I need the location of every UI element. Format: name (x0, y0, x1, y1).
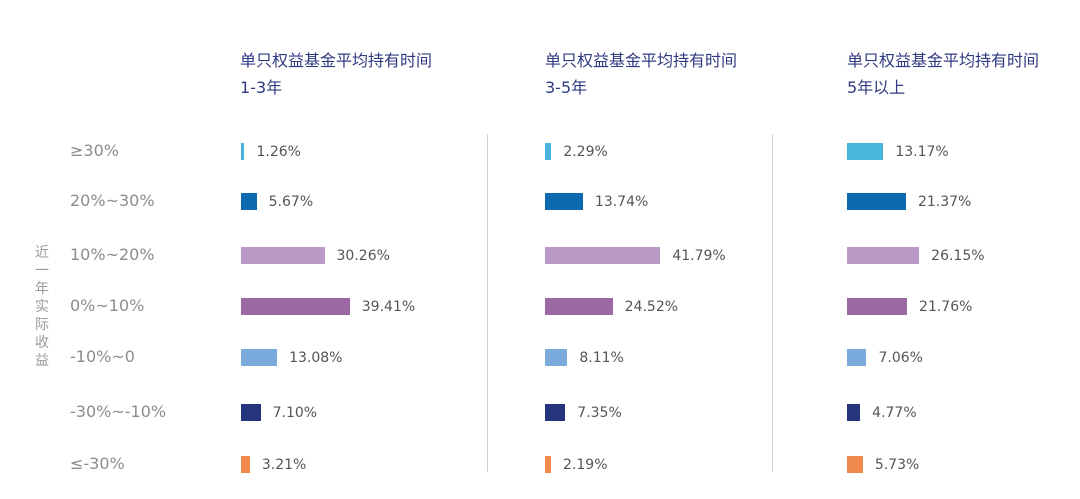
panel-subtitle: 5年以上 (847, 78, 906, 97)
data-label: 7.35% (577, 405, 622, 421)
bar (847, 348, 867, 366)
y-axis-label-char: 一 (35, 263, 49, 279)
bar (241, 297, 350, 315)
bar (847, 297, 908, 315)
bar (847, 455, 863, 473)
data-label: 1.26% (256, 144, 301, 160)
y-axis-label: 近一年实际收益 (34, 244, 50, 370)
category-label: 20%~30% (70, 191, 155, 210)
data-label: 2.29% (563, 144, 608, 160)
y-axis-label-char: 近 (35, 245, 49, 261)
bar (545, 246, 661, 264)
bar (241, 142, 245, 160)
bar (847, 246, 920, 264)
bar (545, 192, 583, 210)
bar (241, 192, 257, 210)
panel-subtitle: 1-3年 (240, 78, 283, 97)
bar (241, 246, 325, 264)
y-axis-label-char: 年 (35, 281, 49, 297)
data-label: 24.52% (624, 299, 679, 315)
bar (545, 455, 552, 473)
data-label: 5.73% (874, 457, 920, 473)
data-label: 39.41% (361, 299, 416, 315)
data-label: 13.17% (895, 144, 949, 160)
bar (545, 142, 552, 160)
panel-divider (487, 134, 488, 472)
data-label: 26.15% (931, 248, 985, 264)
y-axis-label-char: 益 (35, 353, 49, 369)
data-label: 7.10% (272, 405, 318, 421)
panel-title: 单只权益基金平均持有时间 (847, 51, 1040, 70)
data-label: 13.74% (594, 194, 649, 210)
panel-divider (772, 134, 773, 472)
bar (545, 348, 568, 366)
y-axis-label-char: 收 (35, 335, 49, 351)
y-axis-label-char: 际 (35, 317, 49, 333)
category-label: 0%~10% (70, 296, 145, 315)
data-label: 3.21% (261, 457, 307, 473)
category-label: ≤-30% (70, 454, 125, 473)
category-label: -10%~0 (70, 347, 135, 366)
bar (847, 142, 884, 160)
bar (847, 403, 861, 421)
category-label: ≥30% (70, 141, 119, 160)
y-axis-label-char: 实 (35, 299, 49, 315)
data-label: 7.06% (878, 350, 923, 366)
data-label: 8.11% (579, 350, 624, 366)
data-label: 41.79% (672, 248, 726, 264)
panel-title: 单只权益基金平均持有时间 (545, 51, 738, 70)
bar (241, 403, 261, 421)
data-label: 21.37% (917, 194, 972, 210)
bar (847, 192, 906, 210)
bar (545, 403, 566, 421)
bar (241, 455, 250, 473)
category-label: -30%~-10% (70, 402, 167, 421)
data-label: 30.26% (336, 248, 390, 264)
data-label: 4.77% (872, 405, 917, 421)
panel-subtitle: 3-5年 (545, 78, 588, 97)
bar (241, 348, 278, 366)
data-label: 2.19% (563, 457, 608, 473)
data-label: 21.76% (919, 299, 973, 315)
bar (545, 297, 613, 315)
category-label: 10%~20% (70, 245, 155, 264)
data-label: 13.08% (289, 350, 343, 366)
data-label: 5.67% (268, 194, 314, 210)
panel-title: 单只权益基金平均持有时间 (240, 51, 433, 70)
